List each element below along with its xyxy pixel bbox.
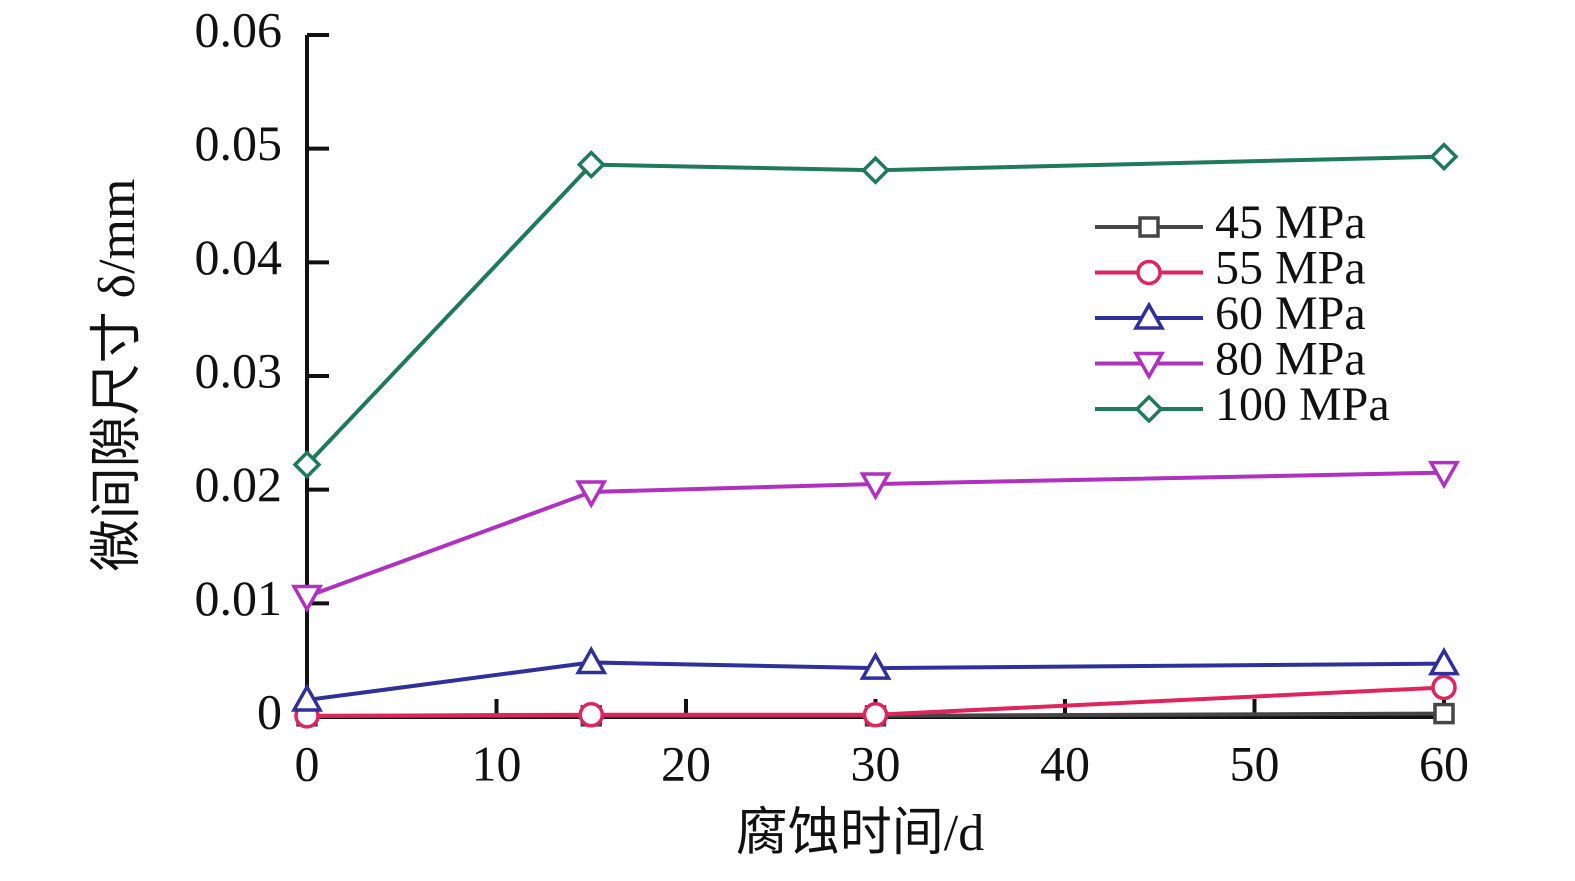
y-tick-label: 0.02 <box>195 456 283 512</box>
marker <box>575 645 608 675</box>
y-tick-label: 0.06 <box>195 1 283 57</box>
legend-label: 55 MPa <box>1215 242 1366 295</box>
x-tick-label: 40 <box>1040 735 1090 791</box>
marker <box>1133 351 1165 381</box>
x-tick-label: 50 <box>1230 735 1280 791</box>
marker <box>862 701 889 728</box>
marker <box>1431 674 1457 701</box>
series-line <box>306 660 1445 702</box>
x-tick-label: 60 <box>1419 735 1469 791</box>
x-tick-label: 10 <box>472 735 522 791</box>
legend-label: 60 MPa <box>1215 287 1366 340</box>
y-tick-label: 0.05 <box>195 115 283 171</box>
y-tick-label: 0.03 <box>195 342 283 398</box>
legend-label: 100 MPa <box>1215 378 1390 431</box>
marker <box>859 472 892 501</box>
marker <box>1138 216 1160 238</box>
legend-label: 45 MPa <box>1215 196 1366 249</box>
series-line <box>306 685 1445 718</box>
marker <box>1133 301 1165 330</box>
marker <box>1428 647 1460 676</box>
y-tick-label: 0 <box>257 683 282 739</box>
y-axis-label: 微间隙尺寸 δ/mm <box>89 179 146 572</box>
legend-label: 80 MPa <box>1215 333 1366 386</box>
x-tick-label: 30 <box>851 735 901 791</box>
marker <box>291 683 323 712</box>
marker <box>576 150 606 180</box>
x-tick-label: 20 <box>661 735 711 791</box>
marker <box>1429 142 1459 172</box>
marker <box>291 584 323 614</box>
y-tick-label: 0.04 <box>195 229 283 285</box>
x-axis-label: 腐蚀时间/d <box>736 805 984 862</box>
marker <box>1428 460 1460 490</box>
marker <box>1433 702 1455 725</box>
marker <box>861 155 890 185</box>
marker <box>1136 259 1162 286</box>
marker <box>575 480 608 509</box>
series-line <box>306 470 1445 599</box>
y-tick-label: 0.01 <box>195 570 283 626</box>
marker <box>578 701 604 728</box>
marker <box>859 651 892 680</box>
series-line <box>305 154 1445 467</box>
marker <box>1134 394 1164 424</box>
x-tick-label: 0 <box>295 735 320 791</box>
marker <box>292 450 322 480</box>
